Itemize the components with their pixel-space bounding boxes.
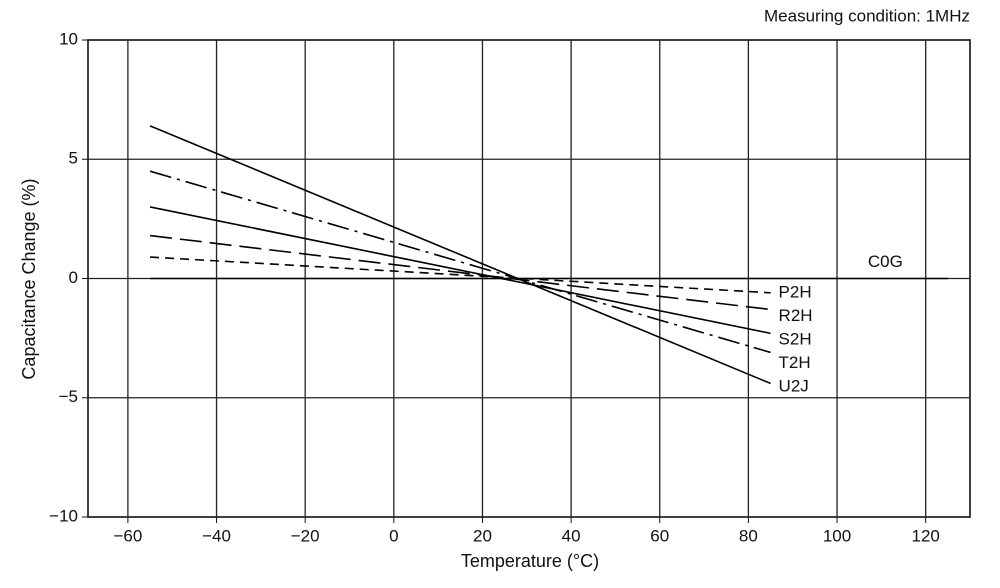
series-label: S2H — [779, 329, 812, 348]
series-label: U2J — [779, 376, 809, 395]
x-tick-label: −20 — [291, 526, 320, 545]
series-line — [149, 125, 771, 385]
series-label: T2H — [779, 353, 811, 372]
x-tick-label: 20 — [473, 526, 492, 545]
y-tick-label: −10 — [49, 506, 78, 525]
x-tick-label: 40 — [562, 526, 581, 545]
x-tick-label: 80 — [739, 526, 758, 545]
x-tick-label: −40 — [202, 526, 231, 545]
y-tick-label: 5 — [69, 149, 78, 168]
series-label: P2H — [779, 282, 812, 301]
y-tick-label: −5 — [59, 387, 78, 406]
series-line — [149, 170, 771, 354]
y-axis-label: Capacitance Change (%) — [19, 178, 39, 379]
series-line — [150, 256, 771, 294]
y-tick-label: 10 — [59, 29, 78, 48]
series-label: C0G — [868, 252, 903, 271]
annotation: Measuring condition: 1MHz — [764, 6, 970, 25]
series-line — [149, 234, 771, 311]
x-tick-label: −60 — [113, 526, 142, 545]
x-tick-label: 60 — [650, 526, 669, 545]
x-axis-label: Temperature (°C) — [461, 551, 599, 571]
x-tick-label: 0 — [389, 526, 398, 545]
series-label: R2H — [779, 306, 813, 325]
y-tick-label: 0 — [69, 268, 78, 287]
x-tick-label: 120 — [911, 526, 939, 545]
series-line — [149, 206, 771, 335]
x-tick-label: 100 — [823, 526, 851, 545]
